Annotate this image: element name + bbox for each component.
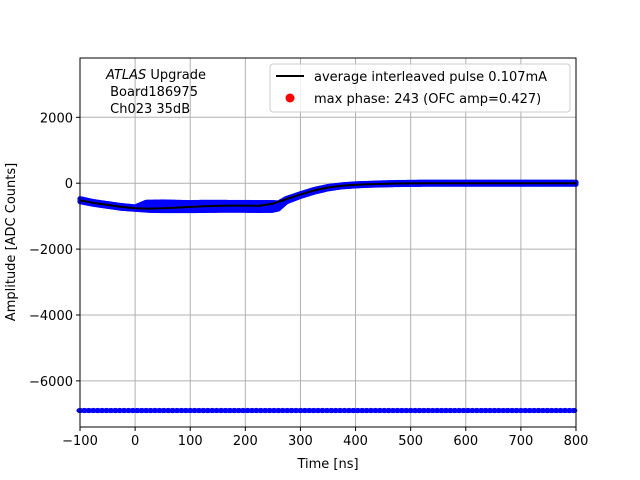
ticks: −100 0 100 200 300 400 500 600 700 800 −6000 −4000 −… xyxy=(29,111,588,449)
atlas-annotation-rest: Upgrade xyxy=(146,68,206,83)
legend-label-average-pulse: average interleaved pulse 0.107mA xyxy=(314,70,547,85)
y-axis-title: Amplitude [ADC Counts] xyxy=(4,163,19,321)
atlas-annotation-line2: Board186975 xyxy=(106,85,198,100)
atlas-annotation-line3: Ch023 35dB xyxy=(106,102,190,117)
y-tick-label: −6000 xyxy=(29,375,73,390)
x-tick-label: 800 xyxy=(564,434,589,449)
x-tick-label: 700 xyxy=(508,434,533,449)
atlas-annotation-italic: ATLAS xyxy=(105,68,146,83)
atlas-annotation-line1: ATLAS Upgrade xyxy=(105,68,206,83)
x-tick-label: 400 xyxy=(343,434,368,449)
legend: average interleaved pulse 0.107mA max ph… xyxy=(269,63,571,113)
x-tick-label: −100 xyxy=(62,434,98,449)
y-tick-label: −2000 xyxy=(29,243,73,258)
legend-label-max-phase: max phase: 243 (OFC amp=0.427) xyxy=(314,92,541,107)
legend-marker-swatch xyxy=(285,93,295,103)
average-pulse-line xyxy=(79,182,576,210)
y-tick-label: 2000 xyxy=(40,111,73,126)
y-tick-label: 0 xyxy=(65,177,73,192)
x-tick-label: 300 xyxy=(288,434,313,449)
y-tick-label: −4000 xyxy=(29,309,73,324)
x-axis-title: Time [ns] xyxy=(296,457,358,472)
legend-box xyxy=(269,63,571,113)
plot-frame xyxy=(79,57,577,428)
x-tick-label: 0 xyxy=(131,434,139,449)
x-tick-label: 100 xyxy=(178,434,203,449)
x-tick-label: 200 xyxy=(233,434,258,449)
x-tick-label: 500 xyxy=(398,434,423,449)
plot-data xyxy=(76,179,579,414)
x-tick-label: 600 xyxy=(453,434,478,449)
